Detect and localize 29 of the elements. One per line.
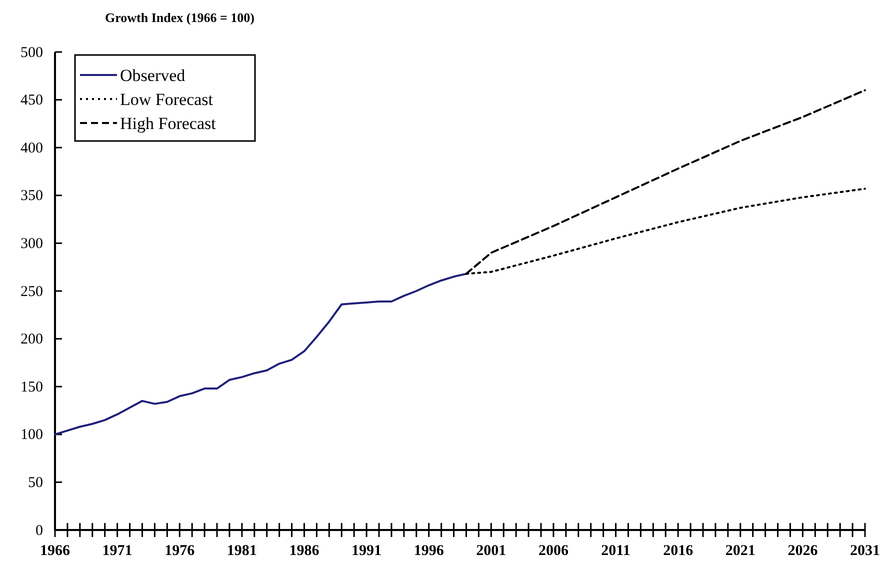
legend-label: High Forecast (120, 114, 216, 133)
x-tick-label: 2021 (725, 543, 756, 559)
x-tick-label: 1991 (352, 543, 382, 559)
y-tick-label: 100 (20, 427, 43, 444)
x-tick-label: 1976 (164, 543, 196, 559)
x-tick-label: 1996 (414, 543, 444, 559)
x-tick-label: 1966 (40, 543, 70, 559)
x-tick-label: 2026 (788, 543, 818, 559)
y-tick-label: 50 (28, 475, 43, 491)
legend-label: Low Forecast (120, 90, 214, 109)
x-tick-label: 2016 (663, 543, 694, 559)
y-tick-label: 350 (20, 188, 43, 204)
x-tick-label: 1981 (226, 543, 257, 559)
y-tick-label: 300 (20, 236, 43, 252)
y-tick-label: 200 (20, 332, 43, 348)
legend-label: Observed (120, 66, 186, 85)
x-tick-label: 1986 (289, 543, 320, 559)
x-tick-label: 2011 (601, 543, 630, 559)
x-tick-label: 2006 (538, 543, 569, 559)
y-tick-label: 250 (20, 284, 43, 300)
y-tick-label: 450 (20, 92, 43, 109)
x-tick-label: 2001 (476, 543, 506, 559)
x-tick-label: 2031 (850, 543, 880, 559)
y-tick-label: 500 (20, 44, 43, 61)
y-tick-label: 0 (36, 522, 43, 539)
x-tick-label: 1971 (102, 543, 132, 559)
y-tick-label: 400 (20, 140, 43, 156)
chart-title: Growth Index (1966 = 100) (105, 10, 254, 25)
y-tick-label: 150 (20, 379, 43, 396)
